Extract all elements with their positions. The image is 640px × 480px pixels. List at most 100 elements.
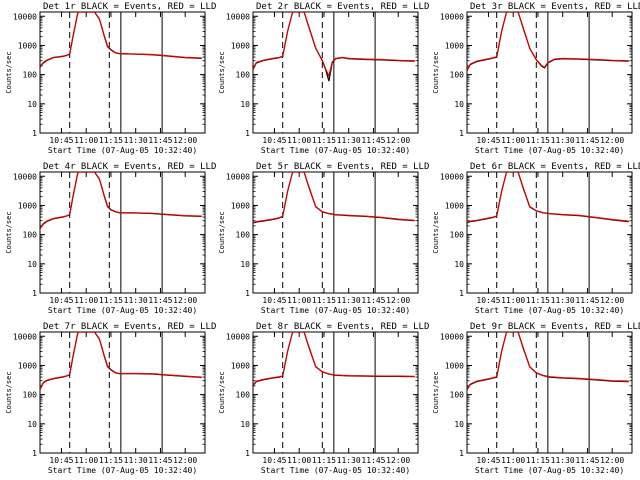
x-tick-label: 11:15	[99, 296, 123, 305]
x-tick-label: 11:30	[551, 136, 575, 145]
x-tick-label: 11:15	[312, 296, 336, 305]
y-axis-label: Counts/sec	[218, 51, 226, 93]
y-axis-label: Counts/sec	[218, 211, 226, 253]
x-tick-label: 10:45	[476, 136, 500, 145]
y-axis-label: Counts/sec	[5, 211, 13, 253]
y-tick-label: 1000	[18, 41, 37, 50]
series-line-lld	[467, 332, 629, 390]
panel-title: Det 1r BLACK = Events, RED = LLD	[43, 2, 216, 12]
x-tick-label: 11:45	[575, 136, 599, 145]
x-tick-label: 11:00	[74, 296, 98, 305]
x-tick-label: 10:45	[262, 456, 286, 465]
series-line-lld	[40, 332, 202, 389]
detector-panel: Det 4r BLACK = Events, RED = LLD 1 10 100 10…	[5, 162, 216, 315]
x-tick-label: 12:00	[173, 136, 197, 145]
panel-title: Det 3r BLACK = Events, RED = LLD	[470, 2, 640, 12]
x-tick-label: 11:45	[361, 136, 385, 145]
y-tick-label: 1000	[18, 361, 37, 370]
y-tick-label: 1	[459, 449, 464, 458]
x-tick-label: 11:00	[501, 296, 525, 305]
x-axis-label: Start Time (07-Aug-05 10:32:40)	[261, 146, 410, 155]
x-tick-label: 11:00	[287, 456, 311, 465]
x-tick-label: 11:30	[337, 456, 361, 465]
detector-panel: Det 1r BLACK = Events, RED = LLD 1 10 100 10…	[5, 2, 216, 155]
plot-frame	[39, 331, 206, 454]
y-tick-label: 10	[27, 260, 37, 269]
y-tick-label: 10000	[13, 172, 37, 181]
series-line-lld	[40, 12, 202, 67]
y-tick-label: 10000	[226, 172, 250, 181]
x-tick-label: 11:45	[148, 136, 172, 145]
y-axis-label: Counts/sec	[5, 371, 13, 413]
y-tick-label: 10000	[13, 12, 37, 21]
x-tick-label: 10:45	[262, 136, 286, 145]
x-tick-label: 11:00	[74, 136, 98, 145]
plot-frame	[466, 171, 633, 294]
plot-frame	[252, 171, 419, 294]
x-tick-label: 10:45	[476, 456, 500, 465]
x-axis-label: Start Time (07-Aug-05 10:32:40)	[475, 146, 624, 155]
x-tick-label: 12:00	[173, 296, 197, 305]
x-tick-label: 11:15	[312, 456, 336, 465]
x-axis-label: Start Time (07-Aug-05 10:32:40)	[475, 306, 624, 315]
series-line-lld	[467, 12, 629, 70]
y-tick-label: 10	[27, 420, 37, 429]
x-tick-label: 12:00	[600, 456, 624, 465]
y-tick-label: 10000	[440, 12, 464, 21]
panel-title: Det 8r BLACK = Events, RED = LLD	[256, 322, 429, 332]
y-axis-label: Counts/sec	[218, 371, 226, 413]
x-axis-label: Start Time (07-Aug-05 10:32:40)	[48, 466, 197, 475]
x-tick-label: 11:00	[74, 456, 98, 465]
panel-title: Det 2r BLACK = Events, RED = LLD	[256, 2, 429, 12]
y-axis-label: Counts/sec	[432, 211, 440, 253]
x-tick-label: 12:00	[173, 456, 197, 465]
x-tick-label: 11:00	[501, 456, 525, 465]
y-tick-label: 10000	[226, 12, 250, 21]
plot-frame	[252, 11, 419, 134]
y-tick-label: 1000	[445, 361, 464, 370]
x-tick-label: 10:45	[49, 136, 73, 145]
x-axis-label: Start Time (07-Aug-05 10:32:40)	[261, 306, 410, 315]
detector-panel: Det 7r BLACK = Events, RED = LLD 1 10 100 10…	[5, 322, 216, 475]
y-tick-label: 1	[245, 289, 250, 298]
y-axis-label: Counts/sec	[432, 51, 440, 93]
x-tick-label: 11:15	[526, 136, 550, 145]
y-tick-label: 10	[240, 100, 250, 109]
y-axis-label: Counts/sec	[5, 51, 13, 93]
x-tick-label: 11:30	[124, 296, 148, 305]
x-tick-label: 11:15	[526, 456, 550, 465]
plot-frame	[252, 331, 419, 454]
y-tick-label: 100	[23, 71, 38, 80]
plot-frame	[466, 331, 633, 454]
x-tick-label: 12:00	[386, 136, 410, 145]
detector-panel: Det 8r BLACK = Events, RED = LLD 1 10 100 10…	[218, 322, 429, 475]
plot-frame	[466, 11, 633, 134]
y-axis-label: Counts/sec	[432, 371, 440, 413]
y-tick-label: 1000	[18, 201, 37, 210]
y-tick-label: 10000	[440, 172, 464, 181]
x-tick-label: 11:45	[361, 456, 385, 465]
x-tick-label: 10:45	[49, 296, 73, 305]
plot-frame	[39, 171, 206, 294]
detector-panel: Det 9r BLACK = Events, RED = LLD 1 10 100 10…	[432, 322, 640, 475]
x-tick-label: 11:15	[312, 136, 336, 145]
y-tick-label: 1000	[231, 201, 250, 210]
x-tick-label: 11:45	[575, 456, 599, 465]
x-tick-label: 11:30	[124, 136, 148, 145]
y-tick-label: 1	[245, 449, 250, 458]
x-tick-label: 11:15	[526, 296, 550, 305]
series-line-lld	[253, 172, 415, 224]
x-tick-label: 11:30	[551, 456, 575, 465]
y-tick-label: 1000	[231, 361, 250, 370]
x-axis-label: Start Time (07-Aug-05 10:32:40)	[48, 146, 197, 155]
x-axis-label: Start Time (07-Aug-05 10:32:40)	[261, 466, 410, 475]
panel-title: Det 6r BLACK = Events, RED = LLD	[470, 162, 640, 172]
y-tick-label: 10	[454, 420, 464, 429]
x-tick-label: 11:30	[124, 456, 148, 465]
x-tick-label: 11:00	[287, 136, 311, 145]
x-tick-label: 11:15	[99, 456, 123, 465]
y-tick-label: 100	[450, 71, 465, 80]
x-tick-label: 12:00	[386, 456, 410, 465]
detector-panel: Det 3r BLACK = Events, RED = LLD 1 10 100 10…	[432, 2, 640, 155]
